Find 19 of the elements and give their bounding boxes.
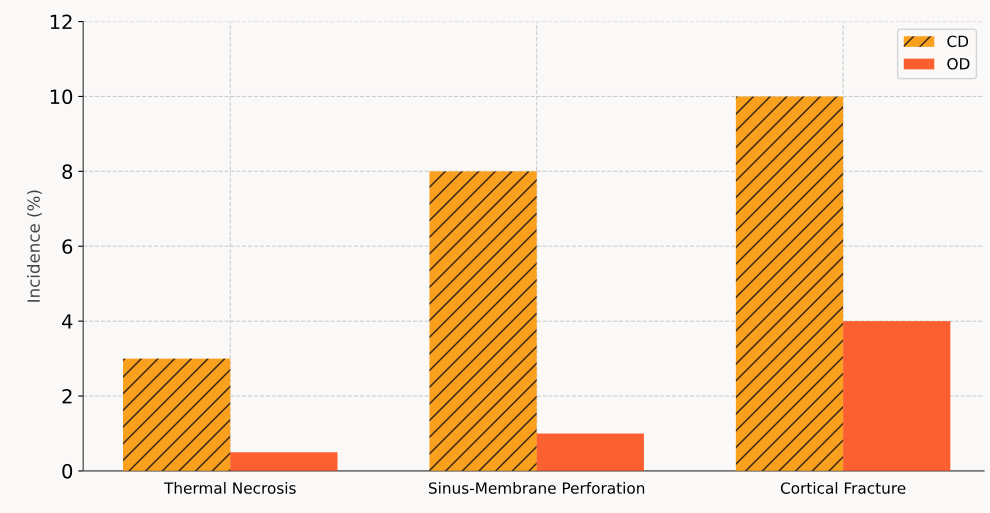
x-tick-label: Thermal Necrosis [164,482,296,494]
y-tick-label: 6 [62,239,72,254]
y-tick-label: 0 [62,464,72,479]
y-tick-label: 12 [50,14,72,29]
legend-label: CD [947,36,968,48]
y-tick-label: 10 [50,89,72,104]
y-tick-label: 4 [62,314,72,329]
legend-label: OD [947,58,970,70]
y-axis-title: Incidence (%) [27,190,42,302]
y-tick-label: 8 [62,164,72,180]
y-tick-label: 2 [62,388,72,404]
bar [843,321,950,471]
bar [122,358,230,471]
x-tick-label: Cortical Fracture [780,482,906,494]
bar [736,96,844,471]
bar [429,171,537,471]
bar [230,452,338,471]
bar [536,433,644,471]
x-tick-label: Sinus-Membrane Perforation [428,482,644,494]
